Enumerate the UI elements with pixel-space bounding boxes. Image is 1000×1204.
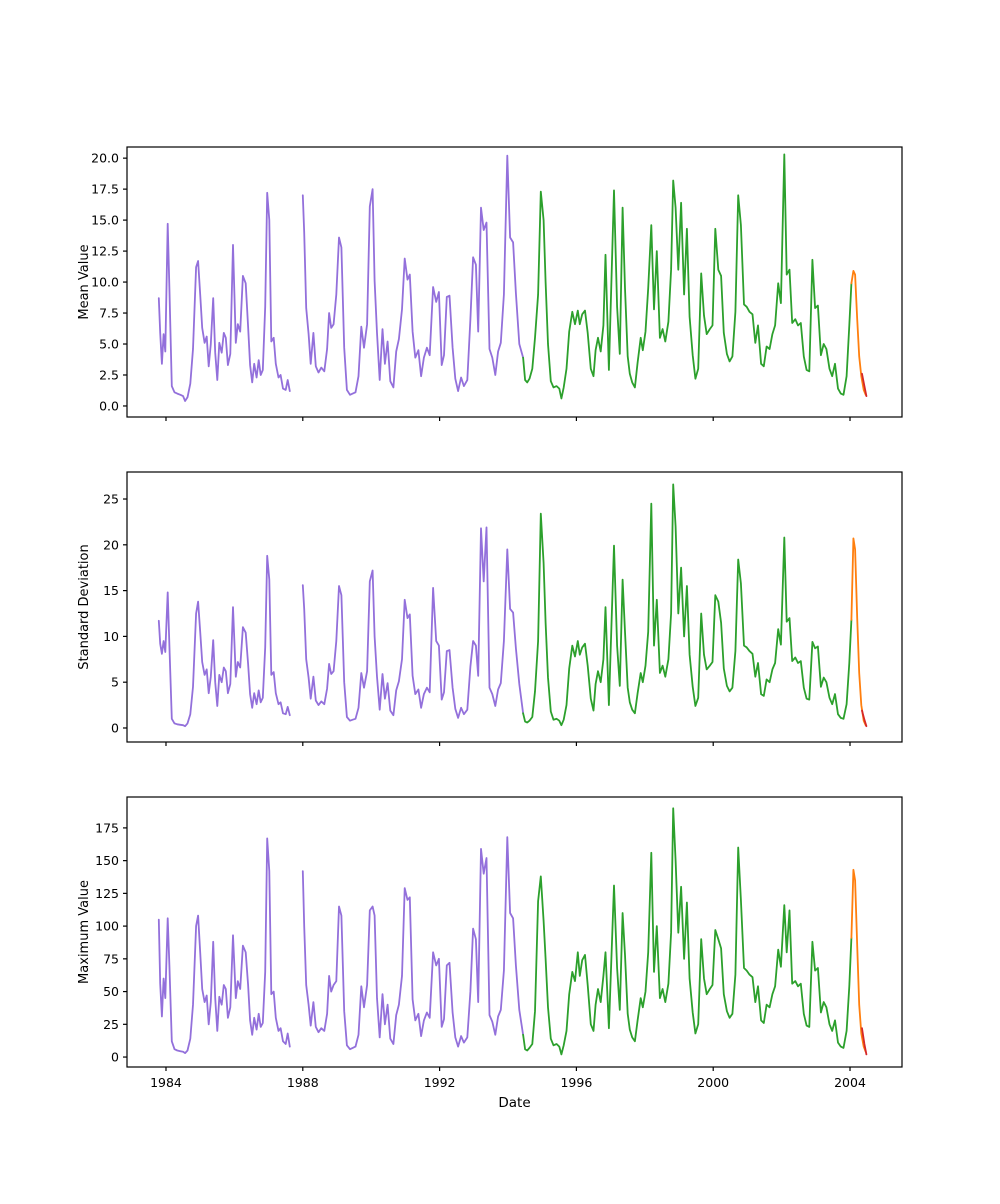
y-tick-label: 2.5	[99, 367, 119, 382]
y-axis-title: Standard Deviation	[77, 544, 92, 669]
subplot-1-red-segment	[861, 372, 868, 398]
x-tick-label: 2000	[697, 1075, 729, 1090]
y-tick-label: 25	[103, 1017, 119, 1032]
axes-frame	[126, 796, 903, 1068]
subplot-2-orange-segment	[850, 537, 867, 727]
x-tick-label: 1988	[287, 1075, 319, 1090]
subplot-2-red-segment	[861, 709, 868, 728]
subplot-3-red-segment	[861, 1027, 868, 1056]
subplot-2: 0 5 10 15 20 25 Standard Deviation	[77, 471, 903, 746]
subplot-1: 0.0 2.5 5.0 7.5 10.0 12.5 15.0 17.5 20.0 Mean Val…	[77, 146, 903, 421]
subplot-1-green-segment	[522, 153, 853, 400]
y-tick-label: 150	[95, 853, 119, 868]
y-tick-label: 0	[111, 720, 119, 735]
y-tick-label: 75	[103, 951, 119, 966]
y-tick-label: 5	[111, 675, 119, 690]
y-tick-label: 50	[103, 984, 119, 999]
y-tick-label: 15.0	[91, 213, 119, 228]
y-tick-label: 10	[103, 629, 119, 644]
subplot-3-purple-segment-b	[301, 836, 524, 1051]
subplot-1-purple-segment-b	[301, 154, 524, 396]
y-tick-label: 0.0	[99, 398, 119, 413]
y-tick-label: 20	[103, 537, 119, 552]
y-axis-title: Maximum Value	[77, 880, 92, 984]
y-tick-label: 100	[95, 919, 119, 934]
y-tick-label: 17.5	[91, 182, 119, 197]
subplot-3: 0 25 50 75 100 125 150 175 1984 1988 1992 1996 2000 2…	[77, 796, 903, 1090]
subplot-2-green-segment	[522, 483, 853, 727]
y-tick-label: 20.0	[91, 151, 119, 166]
subplot-1-purple-segment-a	[157, 191, 291, 402]
axes-frame	[126, 471, 903, 743]
y-tick-label: 5.0	[99, 337, 119, 352]
y-tick-label: 15	[103, 583, 119, 598]
x-tick-label: 1992	[424, 1075, 456, 1090]
subplot-3-green-segment	[522, 807, 853, 1056]
y-tick-label: 10.0	[91, 275, 119, 290]
subplot-1-orange-segment	[850, 269, 867, 396]
x-tick-label: 1984	[150, 1075, 182, 1090]
subplot-2-purple-segment-b	[301, 526, 524, 722]
subplot-3-orange-segment	[850, 868, 867, 1053]
subplot-2-purple-segment-a	[157, 554, 291, 728]
x-tick-label: 1996	[560, 1075, 592, 1090]
y-tick-label: 7.5	[99, 306, 119, 321]
subplot-3-purple-segment-a	[157, 837, 291, 1054]
y-tick-label: 125	[95, 886, 119, 901]
x-axis-title: Date	[498, 1095, 530, 1111]
y-tick-label: 0	[111, 1050, 119, 1065]
y-tick-label: 175	[95, 820, 119, 835]
y-axis-title: Mean Value	[77, 244, 92, 319]
y-tick-label: 25	[103, 492, 119, 507]
x-tick-label: 2004	[834, 1075, 866, 1090]
y-tick-label: 12.5	[91, 244, 119, 259]
